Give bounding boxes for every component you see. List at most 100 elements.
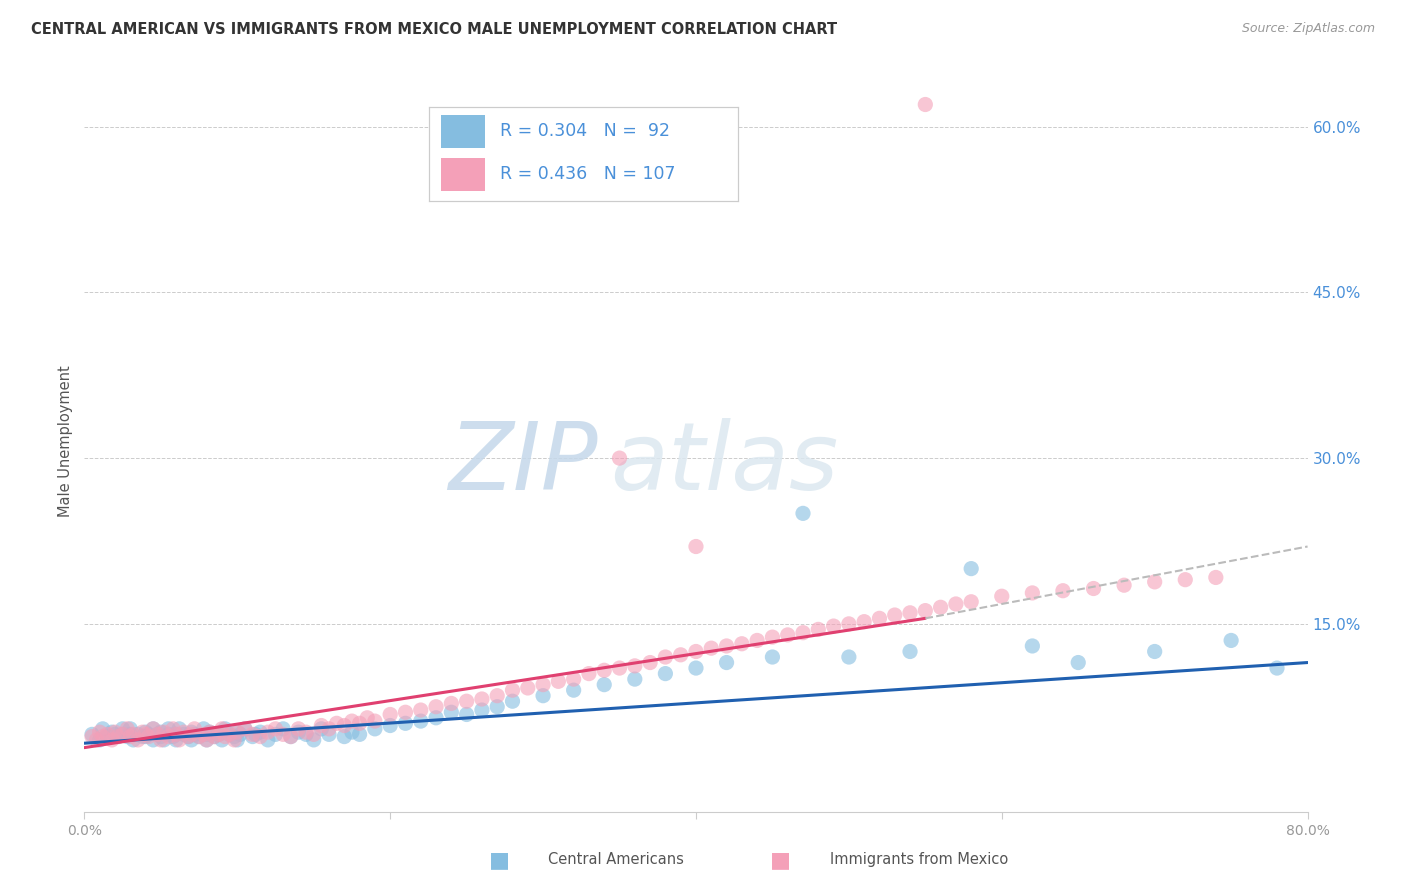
Point [1174,573,1197,587]
Point [264,722,287,736]
Text: R = 0.304   N =  92: R = 0.304 N = 92 [501,122,671,140]
Point [349,716,371,731]
Point [226,725,249,739]
Point [111,727,134,741]
Point [249,730,271,744]
Point [226,725,249,739]
Point [823,619,845,633]
Bar [441,158,485,191]
Text: Source: ZipAtlas.com: Source: ZipAtlas.com [1241,22,1375,36]
Point [593,678,616,692]
Point [177,730,200,744]
Point [471,692,494,706]
Point [394,716,416,731]
Point [456,707,478,722]
Point [135,730,157,744]
Point [792,625,814,640]
Point [838,650,860,665]
Point [167,722,190,736]
Point [107,730,129,744]
Point [157,722,180,736]
Point [211,722,233,736]
Point [120,730,142,744]
Point [101,725,124,739]
Point [91,730,114,744]
Point [883,607,905,622]
Point [1067,656,1090,670]
Point [86,732,108,747]
Point [138,730,160,744]
Point [226,732,249,747]
Point [761,650,783,665]
Point [486,699,509,714]
Point [838,616,860,631]
Point [188,730,211,744]
Point [214,730,236,744]
Point [111,727,134,741]
Point [486,689,509,703]
Point [318,727,340,741]
Point [202,730,225,744]
Point [177,730,200,744]
Point [654,650,676,665]
Point [180,732,202,747]
Point [624,658,647,673]
Point [364,714,387,728]
Point [142,722,165,736]
Point [380,718,402,732]
Point [202,730,225,744]
Point [547,674,569,689]
Point [502,694,524,708]
Point [120,722,142,736]
Point [165,727,187,741]
Point [218,727,240,741]
Point [747,633,769,648]
Point [562,672,585,686]
Point [280,730,302,744]
Point [869,611,891,625]
Point [111,722,134,736]
Point [1205,570,1227,584]
Point [224,730,246,744]
Point [853,615,876,629]
Point [318,722,340,736]
Point [104,725,127,739]
Point [180,727,202,741]
Point [149,725,172,739]
Point [340,725,363,739]
Point [165,732,187,747]
Point [516,681,538,695]
Point [333,730,356,744]
Point [127,727,149,741]
Text: R = 0.436   N = 107: R = 0.436 N = 107 [501,166,675,184]
Point [333,718,356,732]
Point [242,730,264,744]
Point [593,663,616,677]
Point [287,722,309,736]
Point [146,727,169,741]
Point [960,561,983,575]
Point [271,727,294,741]
Point [264,727,287,741]
Point [471,703,494,717]
Point [287,725,309,739]
Point [716,656,738,670]
Point [295,727,318,741]
Point [271,722,294,736]
Point [380,707,402,722]
Point [218,727,240,741]
Text: Central Americans: Central Americans [548,853,685,867]
Point [456,694,478,708]
Point [731,637,754,651]
Point [173,727,195,741]
Point [340,714,363,728]
Point [193,722,215,736]
Point [229,727,252,741]
Point [101,732,124,747]
Point [311,722,333,736]
Text: CENTRAL AMERICAN VS IMMIGRANTS FROM MEXICO MALE UNEMPLOYMENT CORRELATION CHART: CENTRAL AMERICAN VS IMMIGRANTS FROM MEXI… [31,22,837,37]
Point [233,722,256,736]
Point [624,672,647,686]
Point [257,725,280,739]
Point [257,732,280,747]
